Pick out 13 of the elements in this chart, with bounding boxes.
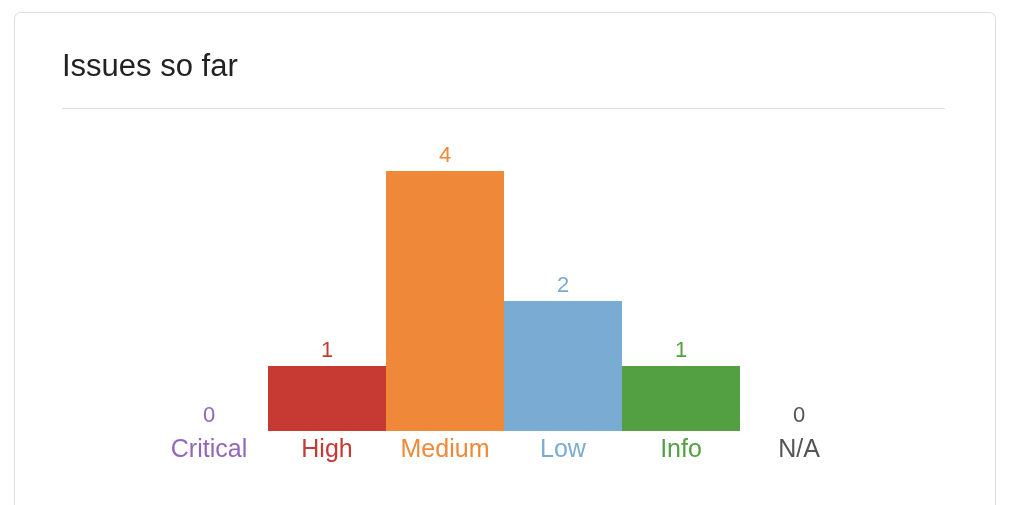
x-tick-label: Low — [540, 433, 587, 462]
x-tick-label: Critical — [170, 433, 248, 462]
x-tick-label: Medium — [400, 433, 490, 462]
data-label: 0 — [202, 402, 216, 427]
chart-title: Issues so far — [62, 48, 238, 83]
x-tick-label: High — [301, 433, 353, 462]
data-label: 1 — [320, 337, 334, 362]
data-label: 4 — [438, 142, 452, 167]
x-tick-label: Info — [660, 433, 702, 462]
x-tick-label: N/A — [778, 433, 821, 462]
data-label: 2 — [556, 272, 570, 297]
data-label: 1 — [674, 337, 688, 362]
data-label: 0 — [792, 402, 806, 427]
